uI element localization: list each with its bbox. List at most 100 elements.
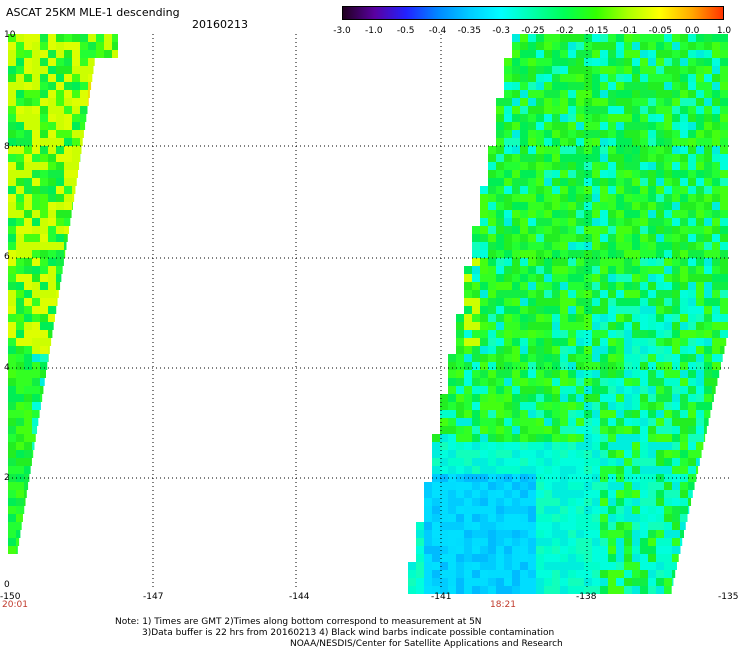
swath-cell — [440, 530, 448, 538]
swath-cell — [672, 482, 680, 490]
swath-cell — [32, 122, 40, 130]
swath-cell — [536, 234, 544, 242]
swath-cell — [560, 346, 568, 354]
swath-cell — [32, 314, 40, 322]
swath-cell — [560, 498, 568, 506]
swath-cell — [648, 226, 656, 234]
swath-cell — [592, 50, 600, 58]
swath-cell — [552, 122, 560, 130]
swath-cell — [568, 178, 576, 186]
swath-cell — [632, 258, 640, 266]
swath-cell — [616, 362, 624, 370]
swath-cell — [680, 314, 688, 322]
swath-cell — [720, 266, 728, 274]
swath-cell — [8, 450, 16, 458]
swath-cell — [456, 562, 464, 570]
swath-cell — [640, 458, 648, 466]
swath-cell — [616, 178, 624, 186]
swath-cell — [688, 154, 696, 162]
swath-cell — [616, 282, 624, 290]
swath-cell — [632, 202, 640, 210]
swath-cell — [600, 82, 608, 90]
swath-cell — [600, 58, 608, 66]
swath-cell — [472, 546, 480, 554]
swath-cell — [584, 282, 592, 290]
swath-cell — [672, 114, 680, 122]
swath-cell — [720, 66, 728, 74]
swath-cell — [440, 506, 448, 514]
swath-cell — [536, 522, 544, 530]
swath-cell — [672, 562, 677, 570]
swath-cell — [544, 42, 552, 50]
swath-cell — [488, 258, 496, 266]
swath-cell — [664, 122, 672, 130]
swath-cell — [8, 242, 16, 250]
swath-cell — [608, 410, 616, 418]
swath-cell — [600, 90, 608, 98]
swath-cell — [632, 450, 640, 458]
swath-cell — [608, 466, 616, 474]
swath-cell — [24, 498, 26, 506]
swath-cell — [648, 514, 656, 522]
swath-cell — [656, 250, 664, 258]
swath-cell — [608, 434, 616, 442]
swath-cell — [496, 274, 504, 282]
swath-cell — [560, 522, 568, 530]
swath-cell — [560, 98, 568, 106]
swath-cell — [424, 562, 432, 570]
swath-cell — [520, 74, 528, 82]
swath-cell — [488, 522, 496, 530]
swath-cell — [496, 202, 504, 210]
swath-cell — [24, 202, 32, 210]
swath-cell — [568, 226, 576, 234]
swath-cell — [608, 530, 616, 538]
swath-cell — [544, 354, 552, 362]
swath-cell — [528, 34, 536, 42]
swath-cell — [696, 146, 704, 154]
swath-cell — [696, 426, 704, 434]
swath-cell — [472, 298, 480, 306]
swath-cell — [672, 386, 680, 394]
swath-cell — [648, 50, 656, 58]
swath-cell — [552, 194, 560, 202]
swath-cell — [552, 186, 560, 194]
swath-cell — [544, 426, 552, 434]
swath-cell — [432, 450, 440, 458]
swath-cell — [680, 74, 688, 82]
swath-cell — [520, 290, 528, 298]
swath-cell — [664, 282, 672, 290]
swath-cell — [616, 74, 624, 82]
swath-cell — [512, 386, 520, 394]
swath-cell — [664, 82, 672, 90]
swath-cell — [552, 202, 560, 210]
swath-cell — [552, 586, 560, 594]
swath-cell — [520, 274, 528, 282]
swath-cell — [24, 282, 32, 290]
swath-cell — [712, 314, 720, 322]
swath-cell — [632, 378, 640, 386]
swath-cell — [8, 234, 16, 242]
swath-cell — [672, 450, 680, 458]
swath-cell — [520, 58, 528, 66]
swath-cell — [40, 178, 48, 186]
swath-cell — [720, 330, 728, 338]
swath-cell — [640, 418, 648, 426]
swath-cell — [416, 538, 424, 546]
swath-cell — [720, 290, 728, 298]
swath-cell — [56, 130, 64, 138]
swath-cell — [8, 402, 16, 410]
swath-cell — [72, 194, 75, 202]
swath-cell — [664, 338, 672, 346]
swath-cell — [520, 130, 528, 138]
swath-cell — [472, 354, 480, 362]
swath-cell — [24, 162, 32, 170]
swath-cell — [496, 522, 504, 530]
swath-cell — [640, 370, 648, 378]
swath-cell — [72, 58, 80, 66]
swath-cell — [552, 506, 560, 514]
swath-cell — [560, 562, 568, 570]
swath-cell — [8, 58, 16, 66]
swath-cell — [632, 138, 640, 146]
swath-cell — [504, 162, 512, 170]
swath-cell — [672, 266, 680, 274]
